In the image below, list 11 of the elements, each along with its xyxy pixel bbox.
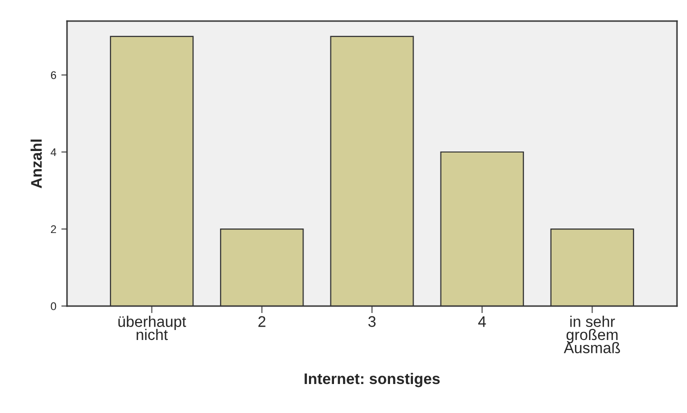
y-tick-label: 0: [50, 302, 56, 310]
y-axis-title: Anzahl: [30, 140, 42, 188]
x-tick-label: in sehr großem Ausmaß: [564, 316, 620, 354]
x-tick-label: 3: [368, 316, 376, 327]
y-tick-label: 2: [50, 225, 56, 234]
x-tick-label: überhaupt nicht: [118, 316, 186, 340]
x-tick-label: 2: [258, 316, 266, 327]
y-tick-label: 6: [50, 71, 56, 80]
y-tick-label: 4: [50, 148, 56, 156]
x-tick-label: 4: [478, 316, 486, 327]
x-axis-title: Internet: sonstiges: [304, 372, 440, 388]
